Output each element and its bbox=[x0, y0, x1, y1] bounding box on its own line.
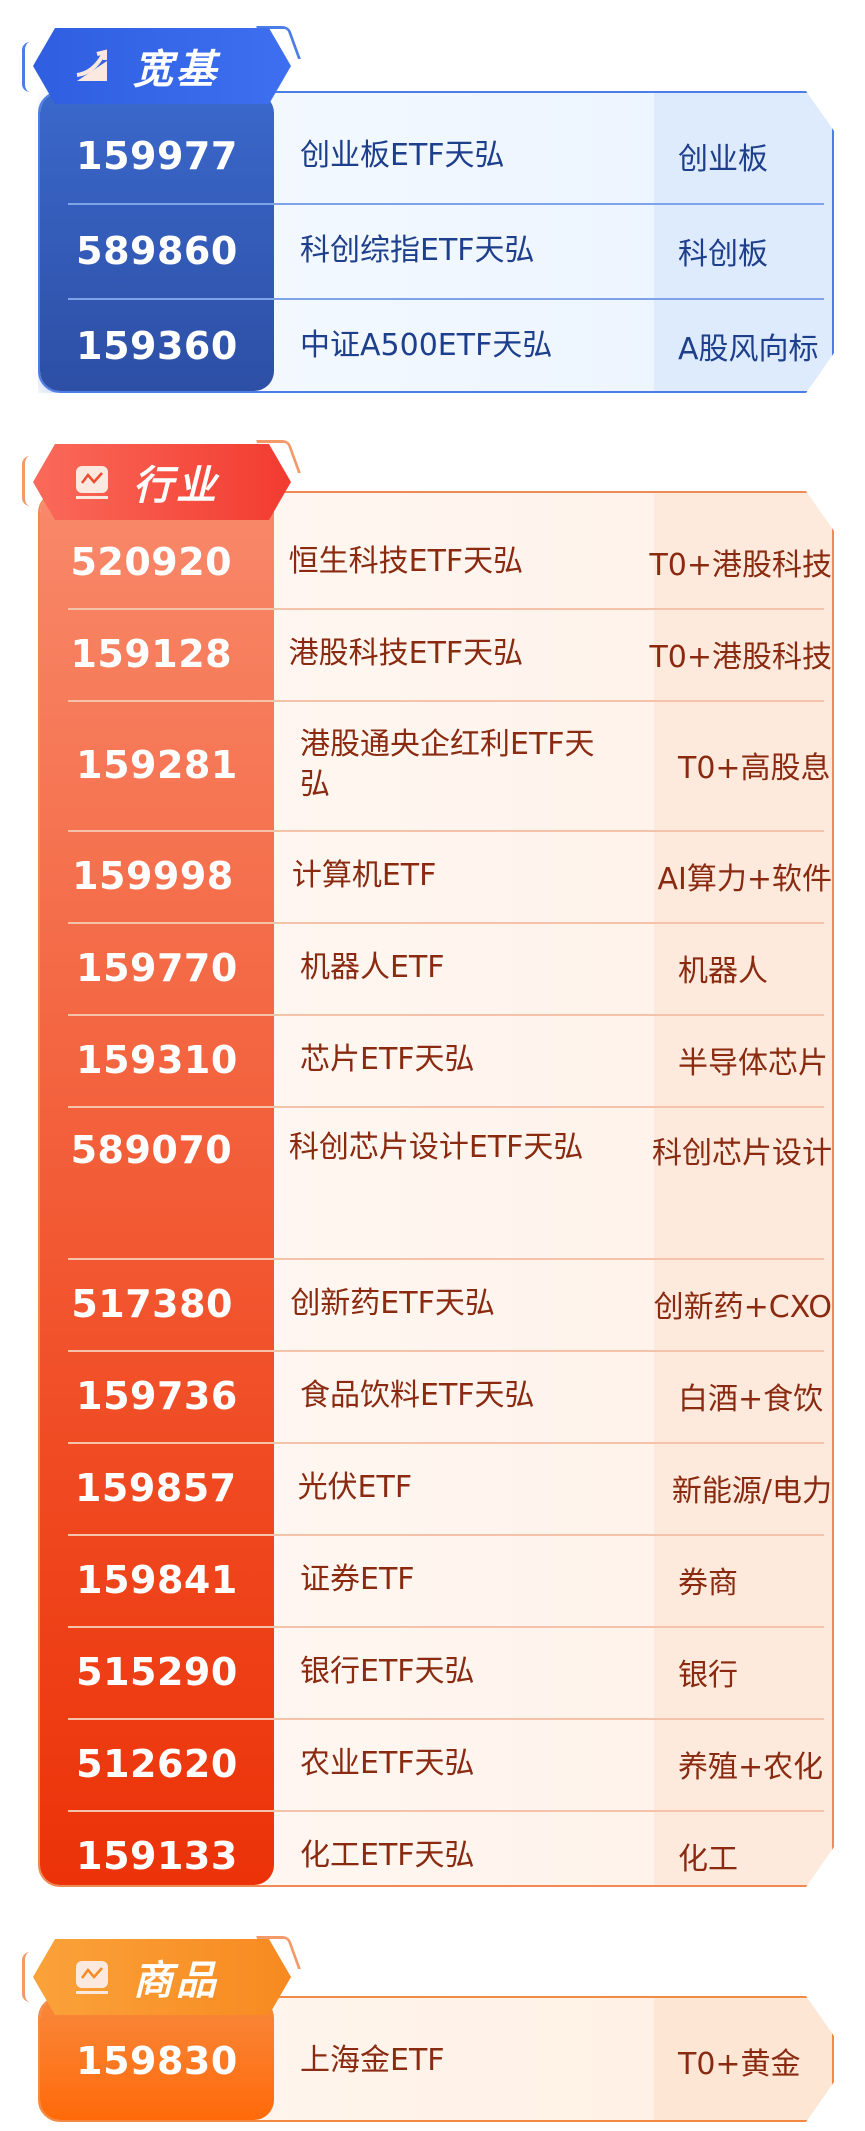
fund-code: 159736 bbox=[76, 1374, 238, 1418]
fund-name: 港股通央企红利ETF天弘 bbox=[300, 727, 595, 802]
fund-category: 白酒+食饮 bbox=[678, 1382, 824, 1417]
fund-name: 银行ETF天弘 bbox=[300, 1654, 475, 1689]
fund-row[interactable]: 159360 中证A500ETF天弘 A股风向标 bbox=[40, 298, 832, 393]
fund-name: 中证A500ETF天弘 bbox=[300, 327, 553, 363]
fund-row[interactable]: 159281 港股通央企红利ETF天弘 T0+高股息 bbox=[40, 700, 832, 830]
fund-row[interactable]: 159998 计算机ETF AI算力+软件 bbox=[40, 830, 832, 922]
fund-category: 创业板 bbox=[678, 141, 768, 177]
fund-row[interactable]: 159736 食品饮料ETF天弘 白酒+食饮 bbox=[40, 1350, 832, 1442]
trend-up-icon bbox=[73, 47, 111, 85]
fund-category: 化工 bbox=[678, 1842, 738, 1877]
fund-name: 芯片ETF天弘 bbox=[300, 1042, 475, 1077]
fund-row[interactable]: 512620 农业ETF天弘 养殖+农化 bbox=[40, 1718, 832, 1810]
fund-row[interactable]: 589860 科创综指ETF天弘 科创板 bbox=[40, 203, 832, 298]
fund-category: 机器人 bbox=[678, 954, 768, 989]
section-label: 商品 bbox=[33, 1939, 291, 2015]
fund-name: 证券ETF bbox=[300, 1562, 415, 1597]
fund-name: 机器人ETF bbox=[300, 950, 445, 985]
fund-row[interactable]: 159133 化工ETF天弘 化工 bbox=[40, 1810, 832, 1902]
fund-row[interactable]: 159830 上海金ETF T0+黄金 bbox=[40, 2013, 832, 2108]
fund-name: 计算机ETF bbox=[291, 858, 437, 893]
fund-code: 159310 bbox=[76, 1038, 238, 1082]
fund-code: 517380 bbox=[71, 1282, 233, 1326]
fund-name: 食品饮料ETF天弘 bbox=[300, 1378, 535, 1413]
fund-code: 159360 bbox=[76, 323, 238, 368]
fund-row[interactable]: 589070 科创芯片设计ETF天弘 科创芯片设计 bbox=[40, 1106, 832, 1258]
fund-code: 520920 bbox=[70, 540, 233, 584]
fund-row[interactable]: 159977 创业板ETF天弘 创业板 bbox=[40, 108, 832, 203]
fund-row[interactable]: 159841 证券ETF 券商 bbox=[40, 1534, 832, 1626]
fund-category: T0+黄金 bbox=[678, 2046, 801, 2082]
fund-code: 159998 bbox=[72, 854, 234, 898]
fund-category: 半导体芯片 bbox=[678, 1046, 828, 1081]
fund-name: 创新药ETF天弘 bbox=[290, 1286, 495, 1321]
fund-category: 科创板 bbox=[678, 236, 768, 272]
fund-category: 科创芯片设计 bbox=[652, 1136, 832, 1171]
fund-category: 券商 bbox=[678, 1566, 738, 1601]
decoration bbox=[22, 456, 39, 506]
fund-code: 159133 bbox=[76, 1834, 238, 1878]
fund-table: 159830 上海金ETF T0+黄金 bbox=[38, 1996, 834, 2122]
fund-code: 159830 bbox=[76, 2038, 238, 2083]
fund-row[interactable]: 159128 港股科技ETF天弘 T0+港股科技 bbox=[40, 608, 832, 700]
fund-name: 科创芯片设计ETF天弘 bbox=[288, 1130, 584, 1165]
decoration bbox=[22, 1952, 39, 2002]
fund-row[interactable]: 515290 银行ETF天弘 银行 bbox=[40, 1626, 832, 1718]
fund-code: 589860 bbox=[76, 228, 238, 273]
fund-category: T0+港股科技 bbox=[649, 548, 832, 583]
fund-name: 港股科技ETF天弘 bbox=[288, 636, 524, 671]
fund-name: 创业板ETF天弘 bbox=[300, 137, 505, 173]
fund-code: 159857 bbox=[74, 1466, 237, 1510]
section-title: 商品 bbox=[133, 1958, 219, 2004]
fund-code: 515290 bbox=[76, 1650, 238, 1694]
fund-category: 银行 bbox=[678, 1658, 738, 1693]
line-chart-icon bbox=[73, 463, 111, 501]
fund-table: 520920 恒生科技ETF天弘 T0+港股科技 159128 港股科技ETF天弘 T0+… bbox=[38, 491, 834, 1887]
fund-name: 农业ETF天弘 bbox=[300, 1746, 475, 1781]
fund-name: 上海金ETF bbox=[300, 2042, 445, 2078]
fund-row[interactable]: 159857 光伏ETF 新能源/电力 bbox=[40, 1442, 832, 1534]
line-chart-icon bbox=[73, 1958, 111, 1996]
fund-row[interactable]: 159310 芯片ETF天弘 半导体芯片 bbox=[40, 1014, 832, 1106]
fund-code: 159281 bbox=[76, 743, 238, 787]
fund-code: 159770 bbox=[76, 946, 238, 990]
decoration bbox=[22, 42, 39, 92]
fund-table: 159977 创业板ETF天弘 创业板 589860 科创综指ETF天弘 科创板 15936… bbox=[38, 91, 834, 393]
fund-name: 光伏ETF bbox=[297, 1470, 413, 1505]
section-label: 宽基 bbox=[33, 28, 291, 104]
fund-code: 589070 bbox=[70, 1128, 233, 1172]
fund-name: 科创综指ETF天弘 bbox=[300, 232, 535, 268]
section-title: 行业 bbox=[133, 463, 219, 509]
fund-code: 159841 bbox=[76, 1558, 238, 1602]
fund-row[interactable]: 520920 恒生科技ETF天弘 T0+港股科技 bbox=[40, 516, 832, 608]
fund-code: 512620 bbox=[76, 1742, 238, 1786]
fund-category: AI算力+软件 bbox=[657, 862, 832, 897]
fund-code: 159128 bbox=[70, 632, 233, 676]
section-label: 行业 bbox=[33, 444, 291, 520]
fund-code: 159977 bbox=[76, 133, 238, 178]
fund-name: 恒生科技ETF天弘 bbox=[288, 544, 524, 579]
fund-category: A股风向标 bbox=[678, 331, 819, 367]
section-title: 宽基 bbox=[133, 47, 219, 93]
fund-category: 新能源/电力 bbox=[671, 1474, 832, 1509]
fund-row[interactable]: 517380 创新药ETF天弘 创新药+CXO bbox=[40, 1258, 832, 1350]
fund-category: T0+港股科技 bbox=[649, 640, 832, 675]
fund-row[interactable]: 159770 机器人ETF 机器人 bbox=[40, 922, 832, 1014]
fund-category: 创新药+CXO bbox=[653, 1290, 832, 1325]
fund-category: T0+高股息 bbox=[678, 751, 831, 786]
fund-category: 养殖+农化 bbox=[678, 1750, 824, 1785]
fund-name: 化工ETF天弘 bbox=[300, 1838, 475, 1873]
